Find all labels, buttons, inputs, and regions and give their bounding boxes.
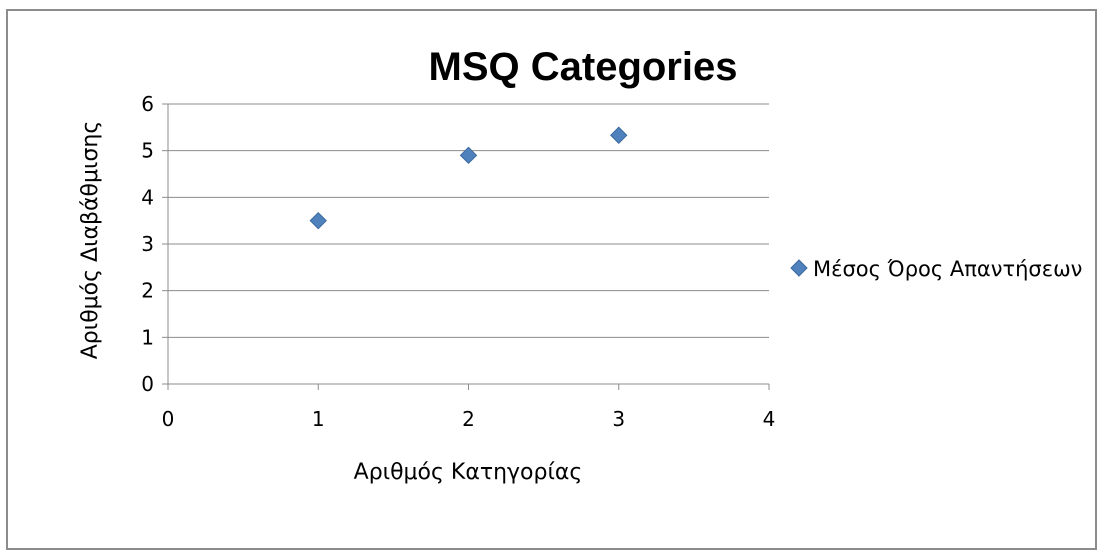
data-point xyxy=(309,211,327,230)
y-tick-label: 3 xyxy=(141,232,154,256)
y-tick-label: 1 xyxy=(141,325,154,349)
data-point xyxy=(610,126,628,144)
legend-label: Μέσος Όρος Απαντήσεων xyxy=(813,257,1082,281)
data-points xyxy=(309,126,628,230)
axes xyxy=(162,103,770,390)
legend: Μέσος Όρος Απαντήσεων xyxy=(790,257,1082,281)
y-tick-label: 0 xyxy=(141,372,154,396)
y-axis-title: Αριθμός Διαβάθμισης xyxy=(78,121,103,360)
x-axis-tick-labels: 0 1 2 3 4 xyxy=(162,407,776,431)
y-tick-label: 2 xyxy=(141,279,154,303)
x-tick-label: 0 xyxy=(162,407,175,431)
x-tick-label: 3 xyxy=(612,407,625,431)
y-tick-label: 6 xyxy=(141,92,154,116)
x-axis-title: Αριθμός Κατηγορίας xyxy=(354,460,583,485)
x-tick-label: 4 xyxy=(763,407,776,431)
y-axis-tick-labels: 0 1 2 3 4 5 6 xyxy=(141,92,154,396)
y-tick-label: 5 xyxy=(141,139,154,163)
y-tick-label: 4 xyxy=(141,185,154,209)
x-tick-label: 1 xyxy=(312,407,325,431)
chart-frame xyxy=(6,9,1097,550)
legend-marker-diamond xyxy=(790,259,808,277)
chart-title: MSQ Categories xyxy=(429,45,738,89)
x-tick-label: 2 xyxy=(462,407,475,431)
gridlines xyxy=(168,103,769,338)
data-point xyxy=(459,146,478,165)
